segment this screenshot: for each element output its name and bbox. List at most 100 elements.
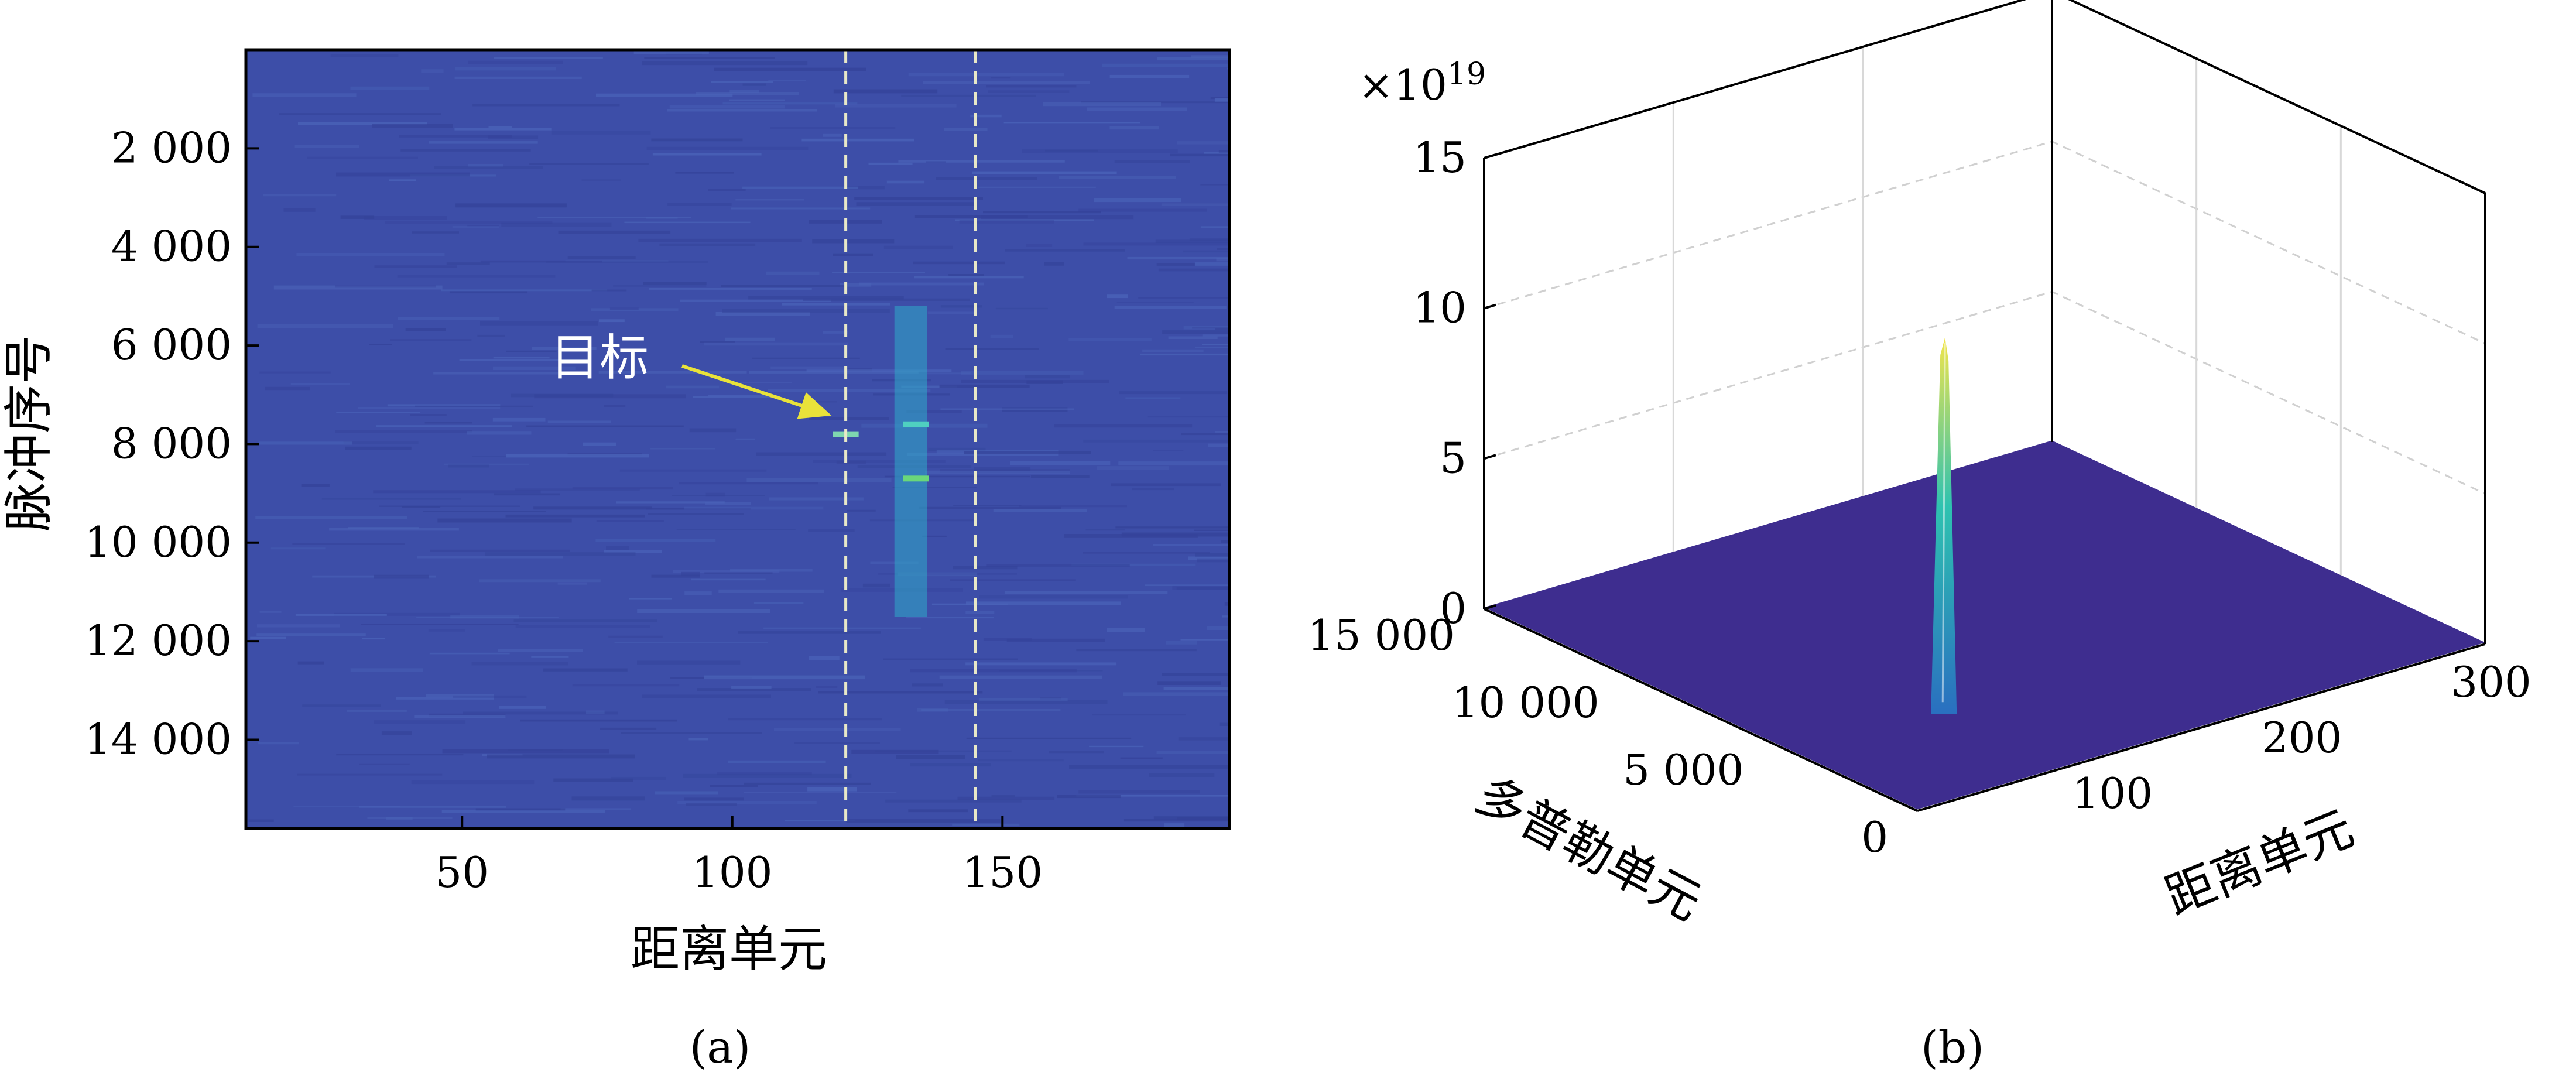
noise-streak [823,133,842,137]
noise-streak [953,566,1018,570]
noise-streak [295,614,387,616]
noise-streak [1107,628,1145,632]
noise-streak [722,102,858,105]
noise-streak [914,215,1028,218]
noise-streak [480,260,602,263]
y-tick-label: 0 [1861,813,1888,862]
noise-streak [437,518,572,523]
noise-streak [809,417,889,420]
z-tick-mark [1484,303,1496,310]
noise-streak [479,579,601,583]
noise-streak [725,337,776,341]
noise-streak [532,347,597,350]
noise-streak [583,442,616,446]
noise-streak [348,527,419,529]
side-wall [2052,0,2485,644]
noise-streak [399,135,512,138]
noise-streak [748,296,904,300]
noise-streak [633,50,709,54]
noise-streak [591,289,627,292]
noise-streak [629,598,672,600]
noise-streak [1057,795,1121,799]
noise-streak [616,501,725,504]
noise-streak [444,463,529,465]
noise-streak [526,425,684,427]
noise-streak [449,291,528,294]
noise-streak [345,446,412,450]
noise-streak [1214,98,1229,102]
noise-streak [689,428,737,433]
noise-streak [397,275,556,278]
noise-streak [374,574,429,579]
noise-streak [939,384,1030,388]
noise-streak [604,550,662,553]
noise-streak [297,661,324,665]
noise-streak [749,371,919,374]
noise-streak [390,339,472,341]
noise-streak [1089,745,1144,748]
x-tick-label: 100 [692,848,772,897]
noise-streak [945,348,1039,350]
noise-streak [265,386,310,391]
noise-streak [297,773,443,776]
noise-streak [1081,101,1229,104]
noise-streak [1127,256,1229,260]
noise-streak [883,245,953,249]
noise-streak [411,780,535,785]
noise-streak [600,727,657,730]
noise-streak [906,617,994,619]
noise-streak [441,810,605,813]
noise-streak [493,366,576,370]
noise-streak [255,516,407,519]
noise-streak [756,452,887,456]
noise-streak [572,487,673,490]
noise-streak [914,276,1024,279]
noise-streak [1076,795,1229,797]
noise-streak [494,493,560,496]
noise-streak [961,371,1084,375]
noise-streak [340,215,375,219]
noise-streak [1003,122,1140,124]
surface-panel: 0 5 10 15 0 5 000 10 000 15 000 100 200 300 ×101… [1307,0,2532,932]
noise-streak [652,153,762,156]
noise-streak [649,288,812,290]
noise-streak [972,171,1117,174]
noise-streak [373,490,541,494]
noise-streak [1200,226,1229,228]
noise-streak [806,369,952,372]
noise-streak [651,574,700,578]
noise-streak [259,611,282,613]
noise-streak [335,285,436,288]
noise-streak [513,619,657,622]
noise-streak [1166,641,1197,645]
noise-streak [463,711,618,715]
noise-streak [1118,461,1229,466]
noise-streak [675,172,734,174]
noise-streak [367,817,453,819]
noise-streak [492,417,546,422]
noise-streak [988,90,1070,93]
surface-floor [1484,440,2485,810]
noise-streak [684,591,712,595]
noise-streak [667,109,818,112]
noise-streak [560,808,632,810]
noise-streak [710,785,758,787]
noise-streak [835,104,957,108]
noise-streak [259,371,331,374]
noise-streak [650,448,715,450]
noise-streak [1145,584,1229,587]
noise-streak [637,609,770,613]
noise-streak [708,189,746,191]
noise-streak [347,709,407,712]
noise-streak [686,803,737,806]
noise-streak [981,215,1134,220]
noise-streak [307,156,418,159]
noise-streak [897,572,978,577]
noise-streak [974,467,1031,471]
noise-streak [735,199,804,201]
target-stripe [894,306,927,617]
noise-streak [939,675,1103,679]
noise-streak [334,612,460,616]
y-tick-label: 4 000 [111,222,232,271]
noise-streak [677,801,817,804]
